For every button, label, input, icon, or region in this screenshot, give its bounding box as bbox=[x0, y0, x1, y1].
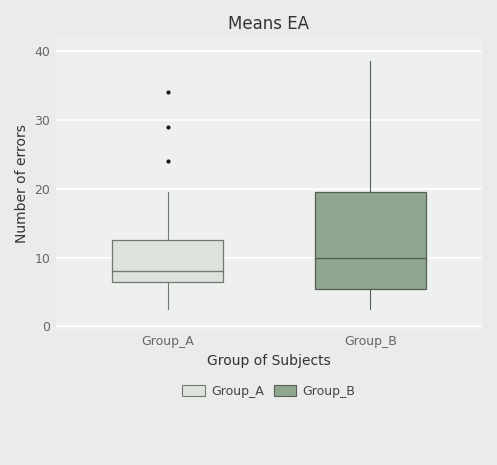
Legend: Group_A, Group_B: Group_A, Group_B bbox=[177, 380, 360, 403]
Bar bbox=[112, 240, 223, 282]
X-axis label: Group of Subjects: Group of Subjects bbox=[207, 354, 331, 368]
Bar bbox=[315, 192, 426, 289]
Y-axis label: Number of errors: Number of errors bbox=[15, 124, 29, 243]
Title: Means EA: Means EA bbox=[229, 15, 310, 33]
